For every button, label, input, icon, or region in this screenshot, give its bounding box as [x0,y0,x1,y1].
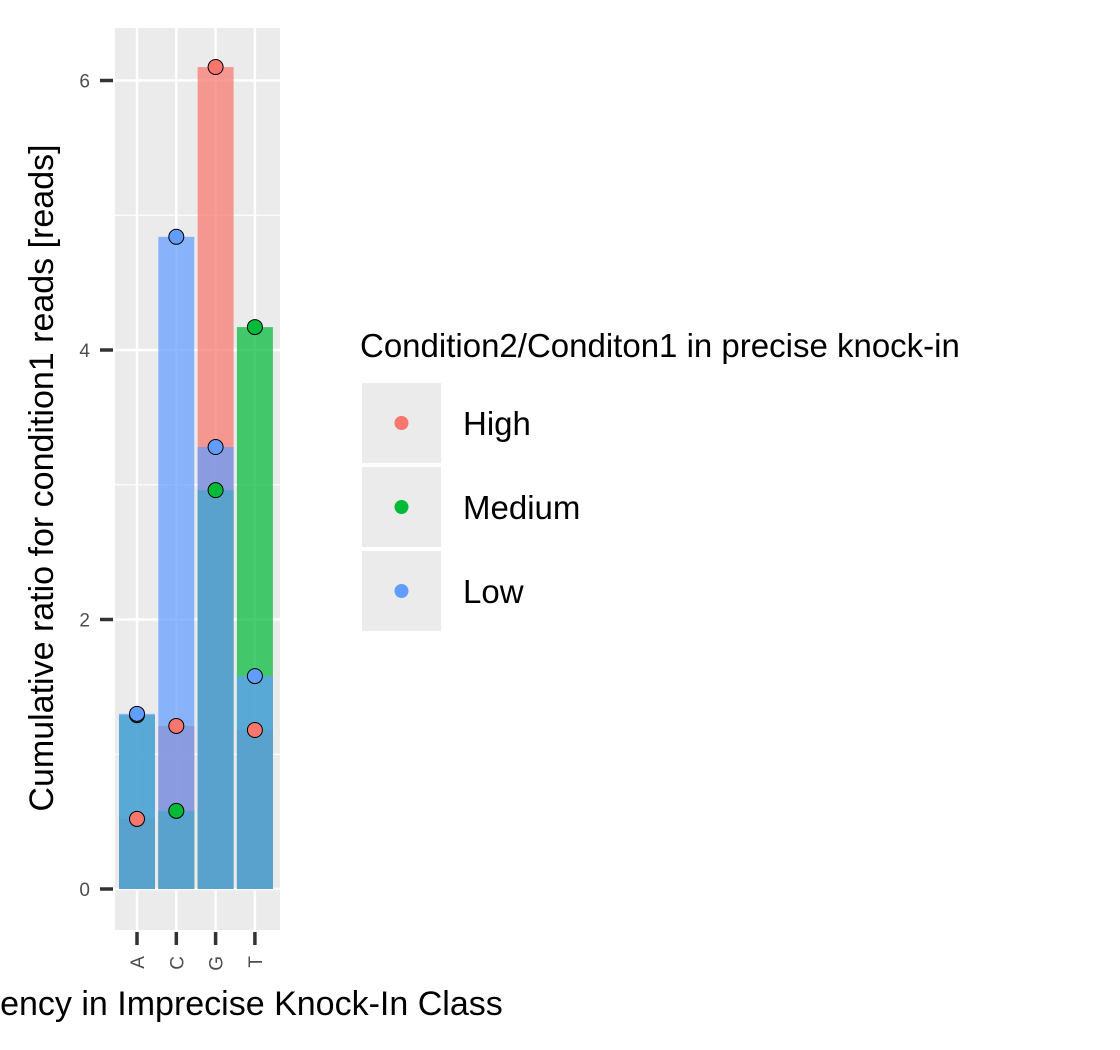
point-high-A [129,810,145,827]
bar-low-A [119,713,155,889]
x-axis-title: Frequency in Imprecise Knock-In Class [0,985,503,1023]
point-medium-G [207,482,224,499]
point-high-C [168,717,185,734]
x-tick-label-T: T [246,956,267,968]
point-low-T [246,668,263,685]
legend-swatch-high [394,416,409,430]
points [129,59,263,827]
bar-low-T [236,676,273,889]
bar-low-C [158,236,195,889]
point-low-G [207,439,224,456]
legend-title: Condition2/Conditon1 in precise knock-in [360,327,960,364]
legend-swatch-medium [394,500,409,514]
legend-swatch-low [394,584,409,598]
y-axis-title: Cumulative ratio for condition1 reads [r… [23,144,61,811]
point-low-A [129,705,145,722]
legend-label-low: Low [463,573,524,610]
y-axis: 0 2 4 6 [79,72,113,901]
point-medium-T [246,319,263,336]
legend-label-medium: Medium [463,489,580,526]
point-high-G [207,59,224,76]
y-tick-label: 4 [79,341,90,362]
point-medium-C [168,802,185,819]
legend: High Medium Low [362,383,580,631]
point-high-T [246,721,263,738]
x-tick-label-A: A [128,956,149,969]
y-tick-label: 0 [79,880,90,901]
x-tick-label-G: G [207,956,228,971]
legend-label-high: High [463,405,531,442]
y-tick-label: 2 [79,611,90,632]
point-low-C [168,228,185,245]
bars [119,67,273,889]
y-tick-label: 6 [79,72,90,93]
x-tick-label-C: C [167,956,188,970]
bar-low-G [197,447,234,889]
